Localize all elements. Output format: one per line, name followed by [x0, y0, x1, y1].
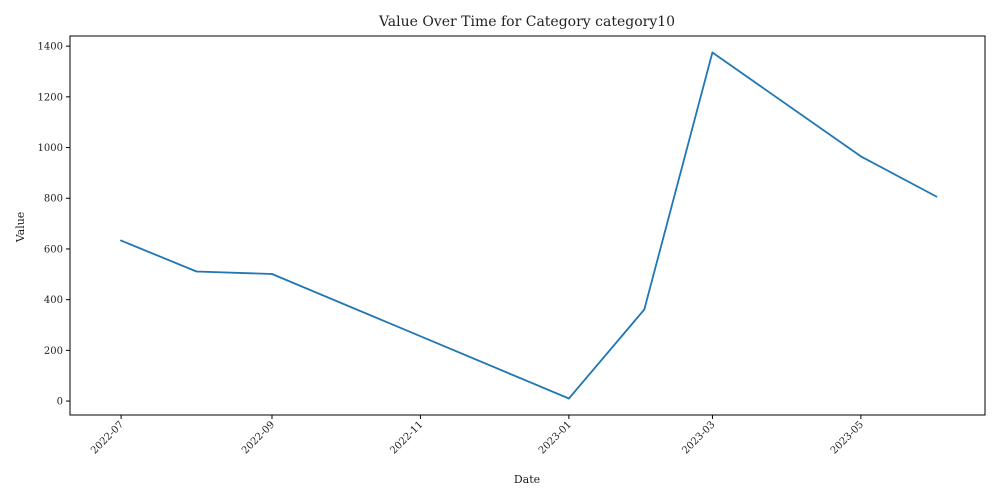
data-point [711, 51, 714, 54]
y-tick-label: 200 [44, 346, 63, 357]
x-tick-label: 2023-05 [829, 419, 866, 456]
data-point [859, 155, 862, 158]
y-axis-label: Value [14, 212, 27, 244]
x-tick-label: 2023-03 [680, 419, 717, 456]
x-axis-label: Date [514, 473, 540, 486]
data-point [271, 273, 273, 275]
data-point [643, 308, 646, 311]
series-layer [120, 51, 938, 400]
series-line [120, 51, 938, 400]
data-point [195, 270, 198, 273]
y-tick-label: 1200 [38, 92, 63, 103]
x-axis: 2022-07 2022-09 2022-11 2023-01 2023-03 2023-… [89, 415, 866, 457]
y-tick-label: 400 [44, 295, 63, 306]
chart-title: Value Over Time for Category category10 [378, 14, 675, 30]
x-tick-label: 2022-11 [388, 419, 425, 456]
data-point [567, 397, 570, 400]
x-tick-label: 2023-01 [537, 419, 574, 456]
y-axis: 0 200 400 600 800 1000 1200 1400 [38, 42, 70, 408]
y-tick-label: 600 [44, 244, 63, 255]
x-tick-label: 2022-09 [240, 419, 277, 456]
y-tick-label: 0 [57, 397, 63, 408]
y-tick-label: 800 [44, 194, 63, 205]
data-point [935, 195, 938, 198]
y-tick-label: 1400 [38, 42, 63, 53]
y-tick-label: 1000 [38, 143, 63, 154]
data-point [120, 239, 123, 242]
x-tick-label: 2022-07 [89, 419, 126, 456]
plot-frame [69, 35, 986, 416]
